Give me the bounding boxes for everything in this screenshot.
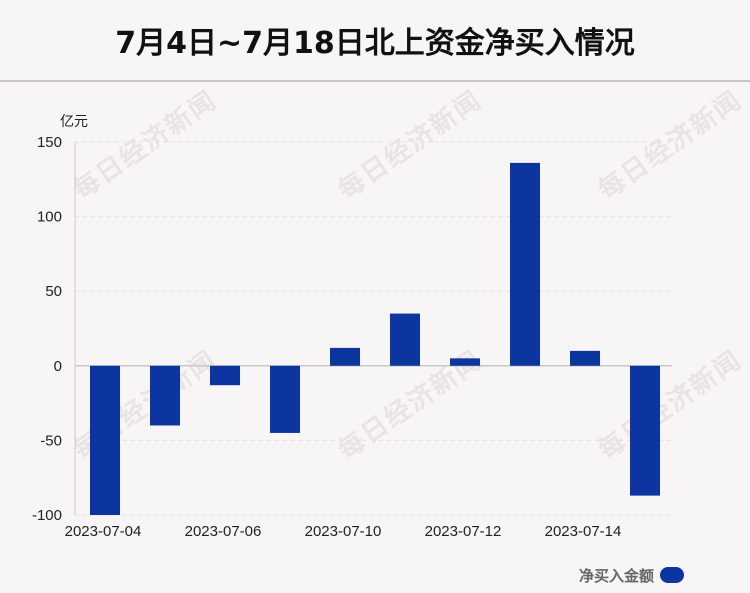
- y-tick-label: -50: [40, 432, 62, 449]
- bar: [210, 365, 240, 386]
- x-tick-label: 2023-07-12: [425, 523, 502, 540]
- bar: [630, 365, 660, 496]
- bar: [450, 358, 480, 366]
- title-divider: [0, 80, 750, 82]
- bar: [90, 365, 120, 515]
- y-tick-label: 150: [37, 134, 62, 151]
- y-tick-label: 50: [45, 283, 62, 300]
- legend-swatch: [660, 567, 684, 583]
- bar: [390, 313, 420, 366]
- x-tick-label: 2023-07-04: [65, 523, 142, 540]
- y-tick-label: 0: [54, 358, 62, 375]
- legend: 净买入金额: [579, 565, 684, 585]
- x-tick-label: 2023-07-06: [185, 523, 262, 540]
- bar: [150, 365, 180, 426]
- x-tick-label: 2023-07-10: [305, 523, 382, 540]
- bar: [330, 347, 360, 366]
- bar: [570, 350, 600, 366]
- chart-title: 7月4日~7月18日北上资金净买入情况: [115, 26, 635, 61]
- y-tick-label: 100: [37, 209, 62, 226]
- bar: [510, 162, 540, 366]
- bar: [270, 365, 300, 433]
- legend-label: 净买入金额: [578, 566, 654, 585]
- y-axis-unit-label: 亿元: [60, 114, 88, 130]
- y-tick-label: -100: [32, 507, 62, 524]
- x-tick-label: 2023-07-14: [545, 523, 622, 540]
